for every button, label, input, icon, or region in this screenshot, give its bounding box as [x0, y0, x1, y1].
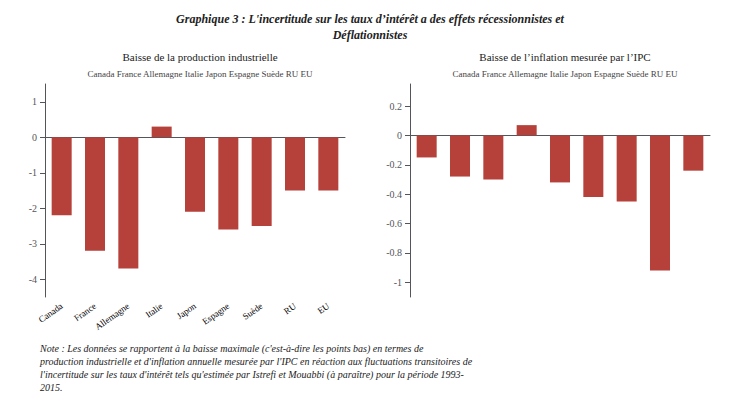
svg-text:Baisse de la production indust: Baisse de la production industrielle	[122, 51, 277, 63]
svg-text:-1: -1	[394, 277, 402, 288]
svg-text:-4: -4	[29, 274, 37, 285]
svg-text:0.2: 0.2	[390, 101, 403, 112]
svg-text:Suède: Suède	[241, 301, 265, 322]
svg-text:RU: RU	[282, 301, 298, 317]
svg-text:Graphique 3 : L'incertitude su: Graphique 3 : L'incertitude sur les taux…	[176, 12, 564, 26]
svg-text:-0.4: -0.4	[386, 189, 402, 200]
svg-text:2015.: 2015.	[40, 382, 63, 393]
svg-text:Japon: Japon	[175, 301, 198, 322]
svg-text:-3: -3	[29, 238, 37, 249]
svg-text:Espagne: Espagne	[200, 301, 231, 327]
svg-text:0: 0	[32, 132, 37, 143]
svg-text:Canada France Allemagne Italie: Canada France Allemagne Italie Japon Esp…	[453, 69, 678, 79]
svg-text:l'incertitude sur les taux d'i: l'incertitude sur les taux d'intérêt tel…	[40, 369, 464, 381]
svg-text:-2: -2	[29, 203, 37, 214]
svg-text:Italie: Italie	[144, 301, 165, 320]
svg-text:Canada France Allemagne Italie: Canada France Allemagne Italie Japon Esp…	[88, 69, 313, 79]
svg-text:Canada: Canada	[37, 301, 65, 325]
svg-text:Déflationnistes: Déflationnistes	[332, 28, 408, 42]
svg-text:-0.6: -0.6	[386, 218, 402, 229]
svg-text:0: 0	[397, 130, 402, 141]
svg-text:-0.8: -0.8	[386, 247, 402, 258]
svg-text:Note : Les données se rapporte: Note : Les données se rapportent à la ba…	[39, 343, 424, 355]
svg-text:France: France	[72, 301, 98, 323]
svg-text:-0.2: -0.2	[386, 159, 402, 170]
svg-text:Allemagne: Allemagne	[93, 301, 131, 332]
svg-text:production industrielle et d'i: production industrielle et d'inflation a…	[39, 356, 473, 367]
svg-text:Baisse de l’inflation mesurée: Baisse de l’inflation mesurée par l’IPC	[479, 51, 650, 63]
svg-text:1: 1	[32, 96, 37, 107]
svg-text:-1: -1	[29, 167, 37, 178]
svg-text:EU: EU	[316, 301, 332, 316]
